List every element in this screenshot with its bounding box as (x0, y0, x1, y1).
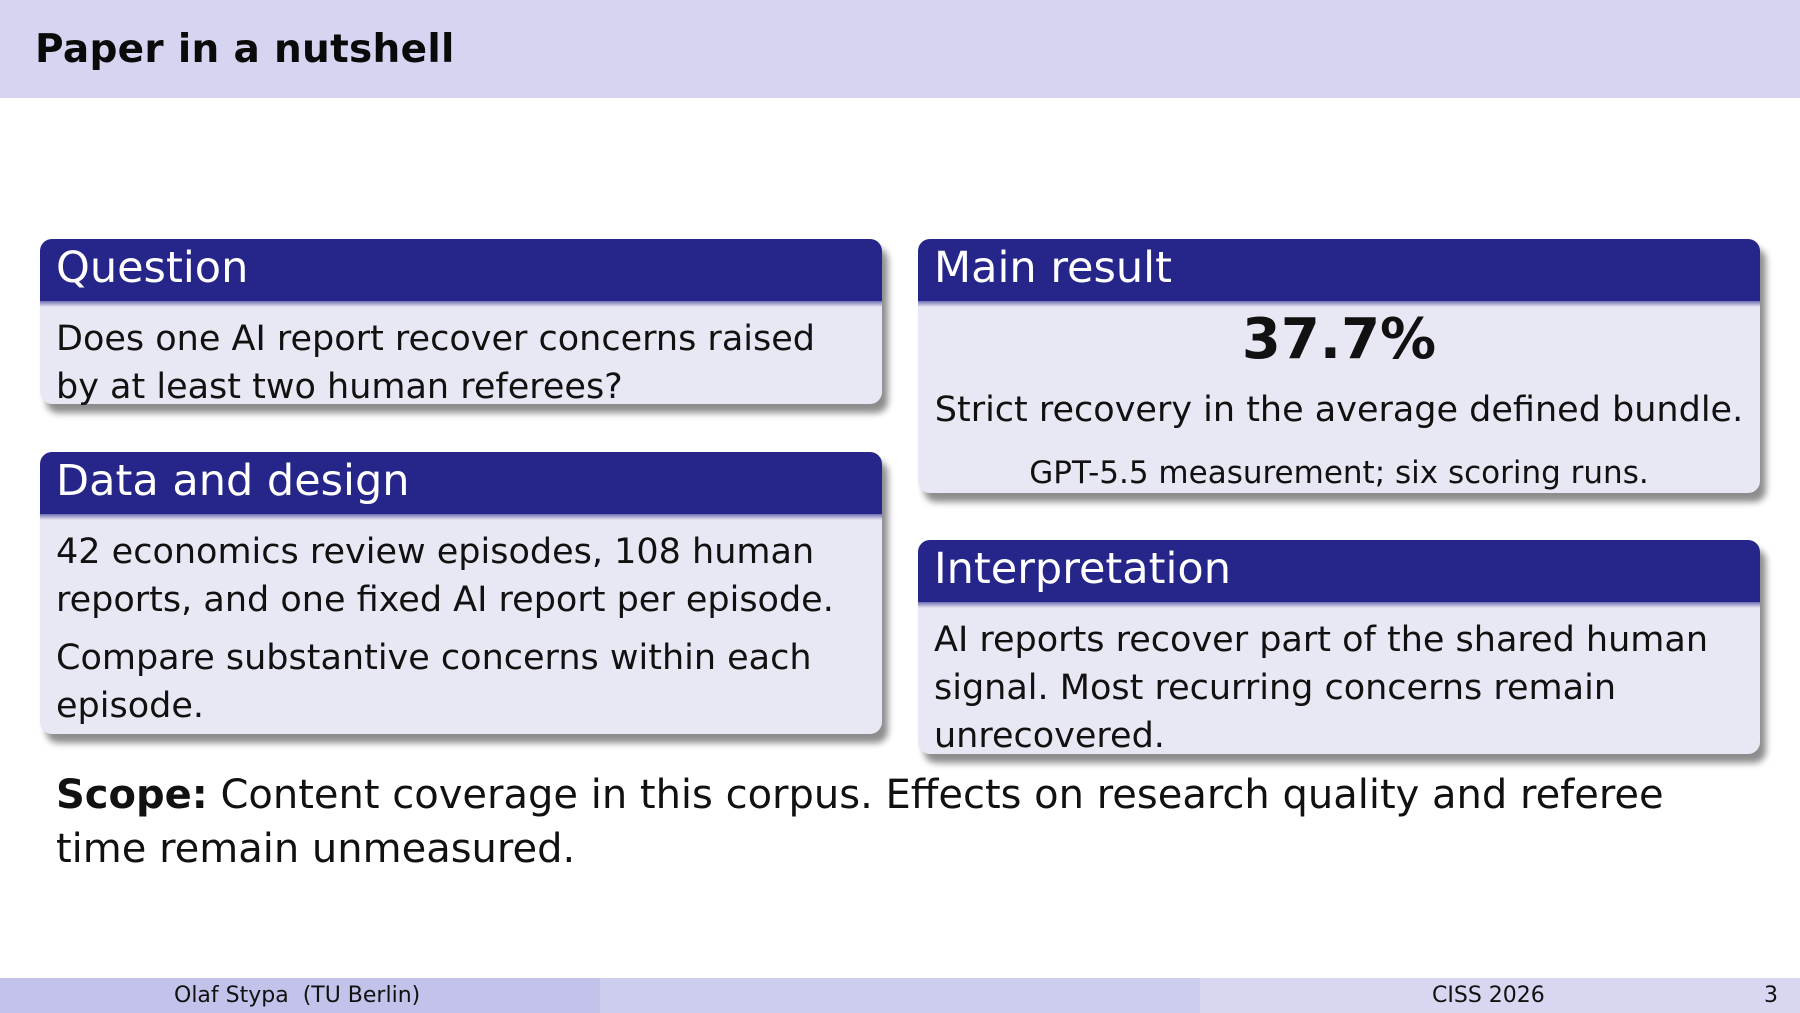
data-design-block-title: Data and design (40, 452, 882, 520)
main-result-block-body: 37.7% Strict recovery in the average def… (918, 301, 1760, 499)
question-block: Question Does one AI report recover conc… (40, 239, 882, 407)
slide-title: Paper in a nutshell (35, 27, 455, 72)
scope-statement: Scope: Content coverage in this corpus. … (56, 768, 1756, 876)
main-result-block: Main result 37.7% Strict recovery in the… (918, 239, 1760, 493)
data-design-block-body: 42 economics review episodes, 108 human … (40, 514, 882, 730)
footer-page-number: 3 (1764, 983, 1778, 1008)
main-result-block-title: Main result (918, 239, 1760, 307)
main-result-value: 37.7% (1241, 307, 1437, 372)
footer-event: CISS 2026 (1432, 983, 1545, 1008)
data-design-para-2: Compare substantive concerns within each… (56, 638, 812, 726)
interpretation-block: Interpretation AI reports recover part o… (918, 540, 1760, 756)
main-result-note: GPT-5.5 measurement; six scoring runs. (1029, 455, 1649, 491)
footer-author: Olaf Stypa (TU Berlin) (174, 983, 421, 1008)
footer: Olaf Stypa (TU Berlin) CISS 2026 3 (0, 978, 1800, 1013)
scope-text: Content coverage in this corpus. Effects… (56, 772, 1664, 872)
footer-middle-segment (600, 978, 1200, 1013)
question-text: Does one AI report recover concerns rais… (56, 319, 815, 407)
main-result-description: Strict recovery in the average defined b… (934, 390, 1744, 430)
header-bar: Paper in a nutshell (0, 0, 1800, 98)
interpretation-block-body: AI reports recover part of the shared hu… (918, 602, 1760, 760)
question-block-title: Question (40, 239, 882, 307)
scope-label: Scope: (56, 772, 208, 818)
interpretation-text: AI reports recover part of the shared hu… (934, 620, 1708, 756)
data-design-para-1: 42 economics review episodes, 108 human … (56, 532, 834, 620)
question-block-body: Does one AI report recover concerns rais… (40, 301, 882, 411)
footer-right-segment (1200, 978, 1800, 1013)
data-design-block: Data and design 42 economics review epis… (40, 452, 882, 734)
interpretation-block-title: Interpretation (918, 540, 1760, 608)
footer-left-segment (0, 978, 600, 1013)
